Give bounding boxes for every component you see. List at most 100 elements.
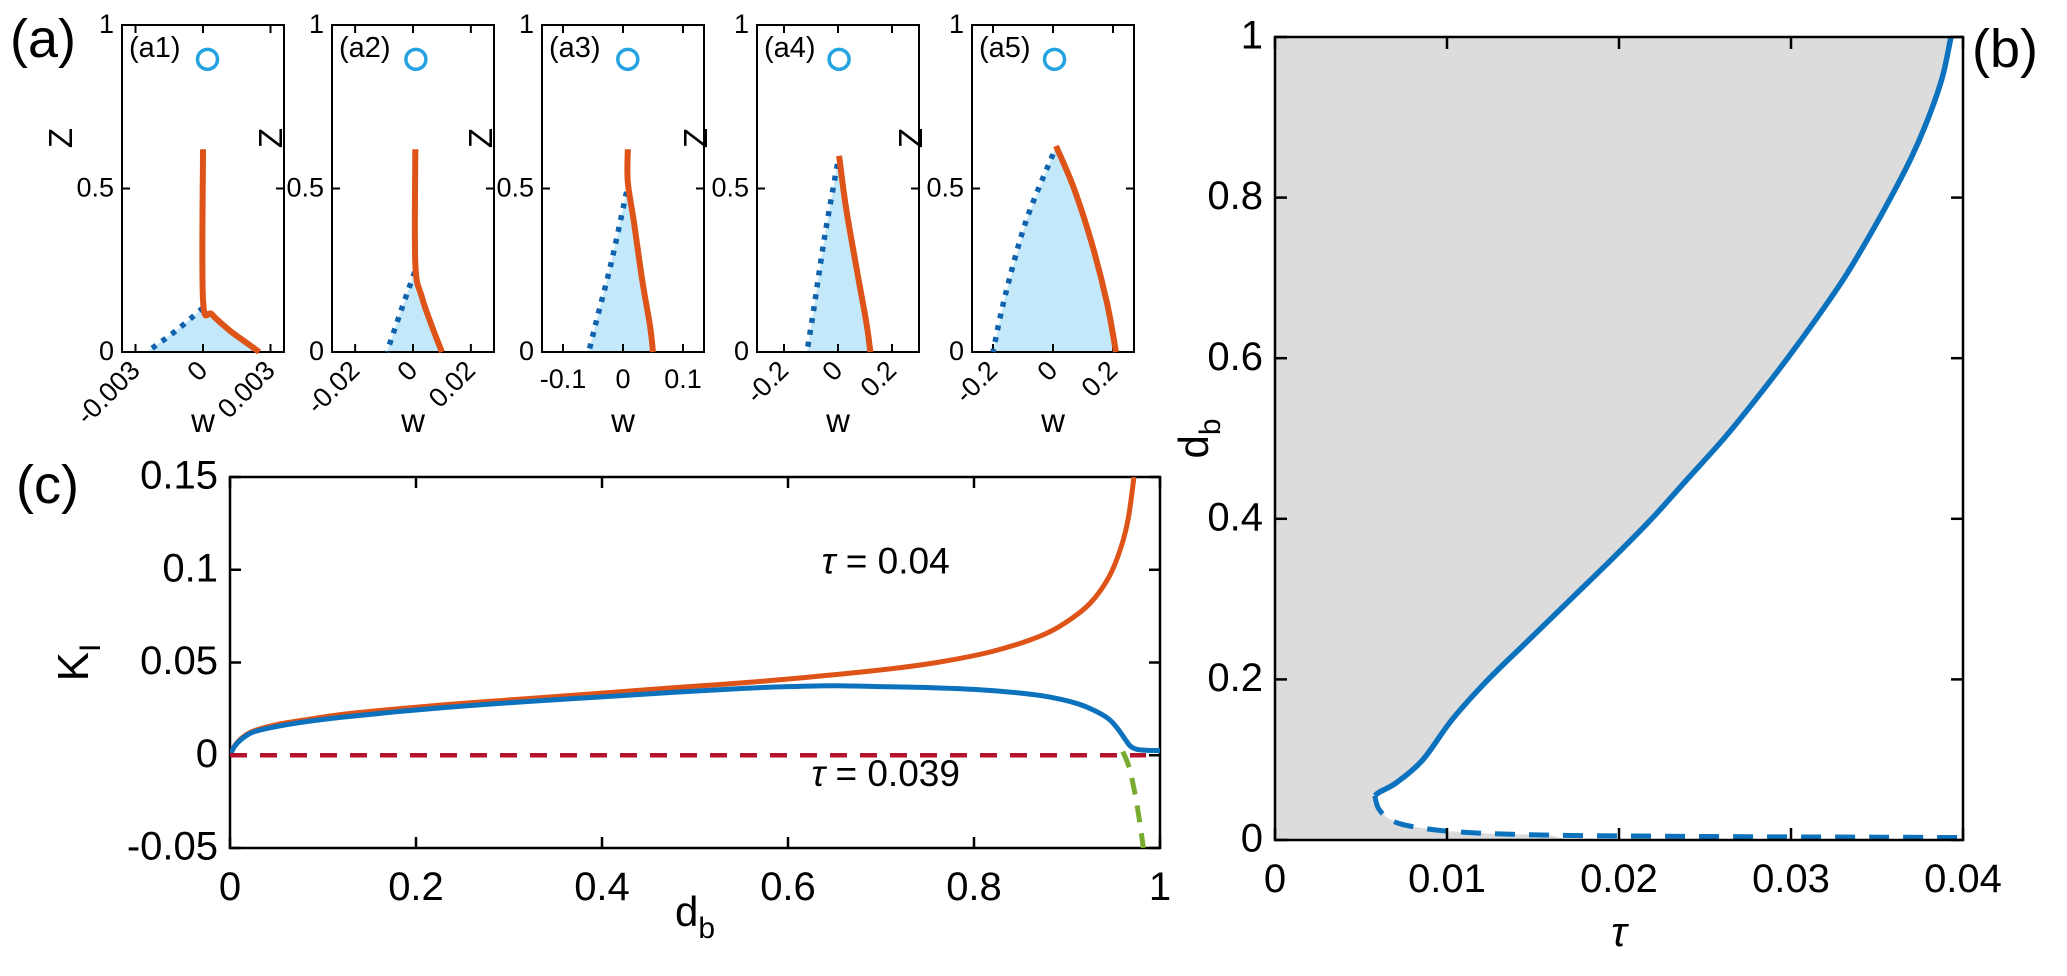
annotation-tau-004: τ = 0.04 — [822, 540, 950, 581]
x-tick-label: 0 — [1031, 355, 1063, 387]
y-tick-label: 1 — [99, 9, 114, 39]
y-axis-label: Z — [42, 128, 79, 148]
annotation-rest: = 0.039 — [825, 753, 960, 794]
y-tick-label: 0.5 — [76, 173, 114, 203]
profile-base-line — [990, 153, 1056, 353]
y-tick-label: 0.2 — [1207, 656, 1263, 700]
x-tick-label: 0.2 — [388, 865, 444, 909]
profile-fill — [806, 155, 871, 352]
x-tick-label: 0.01 — [1408, 857, 1486, 901]
profile-front-line — [411, 149, 445, 354]
x-axis-label: w — [825, 402, 850, 439]
x-tick-label: 0 — [615, 364, 630, 394]
y-axis-label: db — [1170, 418, 1227, 458]
x-axis-label: w — [610, 402, 635, 439]
y-axis-label: KI — [49, 644, 107, 682]
panel-a3: (a3)00.51-0.1 0 0.1wZ — [462, 9, 705, 439]
y-axis-label: Z — [892, 128, 929, 148]
x-axis-label: w — [190, 402, 215, 439]
y-tick-label: 0.6 — [1207, 335, 1263, 379]
y-tick-label: 0.5 — [926, 173, 964, 203]
y-tick-label: 0 — [1241, 817, 1263, 861]
x-tick-label: 0 — [1264, 857, 1286, 901]
y-tick-label: 1 — [949, 9, 964, 39]
panel-label-a: (a) — [10, 9, 76, 69]
panel-a5: (a5)00.51-0.2 0 0.2wZ — [892, 9, 1135, 439]
y-tick-label: 0.5 — [711, 173, 749, 203]
x-axis-label: w — [1040, 402, 1065, 439]
x-tick-label: 1 — [1149, 865, 1171, 909]
profile-base-line — [145, 305, 205, 355]
profile-base-line — [804, 163, 841, 353]
subplot-label: (a4) — [764, 32, 816, 64]
o-marker — [616, 47, 640, 72]
profile-fill — [146, 307, 260, 352]
y-tick-label: 0 — [949, 336, 964, 366]
y-tick-label: 0.1 — [162, 546, 218, 590]
x-tick-label: 0.2 — [1075, 355, 1123, 403]
axis-label-main: d — [1170, 435, 1217, 458]
tau-0039-line — [230, 683, 1160, 757]
o-marker — [195, 47, 220, 72]
axis-label-sub: b — [1194, 418, 1227, 435]
profile-fill — [386, 263, 442, 352]
subplot-label: (a1) — [129, 32, 181, 64]
y-axis-label: Z — [462, 128, 499, 148]
y-tick-label: 0.5 — [496, 173, 534, 203]
axis-label-main: d — [675, 888, 698, 935]
y-tick-label: 0.8 — [1207, 174, 1263, 218]
x-tick-label: 0 — [181, 355, 213, 387]
profile-fill — [588, 181, 653, 352]
x-tick-label: 0.6 — [760, 865, 816, 909]
o-marker — [404, 47, 428, 72]
y-axis-label: Z — [677, 128, 714, 148]
x-axis-label: τ — [1611, 908, 1629, 955]
bistable-region — [1275, 37, 1951, 840]
x-tick-label: 0 — [219, 865, 241, 909]
y-tick-label: 0 — [196, 732, 218, 776]
y-tick-label: 1 — [519, 9, 534, 39]
x-axis-label: db — [675, 888, 715, 945]
panel-label-b: (b) — [1972, 19, 2038, 79]
tau-glyph: τ — [1611, 908, 1629, 955]
o-marker — [827, 47, 851, 72]
annotation-rest: = 0.04 — [835, 540, 949, 581]
axis-label-sub: b — [698, 912, 715, 945]
y-tick-label: 1 — [1241, 14, 1263, 58]
unstable-branch-line — [1372, 795, 1963, 840]
profile-base-line — [384, 270, 418, 353]
y-tick-label: 0 — [99, 336, 114, 366]
x-tick-label: 0.4 — [574, 865, 630, 909]
x-tick-label: 0.003 — [212, 355, 281, 424]
y-tick-label: 0.5 — [286, 173, 324, 203]
tau-glyph: τ — [822, 540, 838, 581]
panel-label-c: (c) — [16, 455, 79, 515]
subplot-label: (a2) — [339, 32, 391, 64]
y-tick-label: 1 — [734, 9, 749, 39]
y-tick-label: 0 — [519, 336, 534, 366]
x-axis-label: w — [400, 402, 425, 439]
profile-front-line — [199, 149, 262, 355]
y-tick-label: 0.15 — [140, 454, 218, 498]
x-tick-label: 0.2 — [854, 355, 902, 403]
axis-label-sub: I — [74, 644, 107, 652]
y-tick-label: 0 — [309, 336, 324, 366]
axis-box — [228, 475, 1162, 850]
x-tick-label: -0.1 — [540, 364, 587, 394]
x-tick-label: 0.8 — [946, 865, 1002, 909]
stable-branch-line — [1372, 37, 1954, 799]
subplot-label: (a3) — [549, 32, 601, 64]
x-tick-label: 0.02 — [423, 355, 481, 413]
x-tick-label: 0.03 — [1752, 857, 1830, 901]
x-tick-label: 0.04 — [1924, 857, 2002, 901]
x-tick-label: 0.02 — [1580, 857, 1658, 901]
unstable-tail-line — [1120, 750, 1146, 848]
x-tick-label: 0 — [391, 355, 423, 387]
y-tick-label: 1 — [309, 9, 324, 39]
axis-label-main: K — [49, 652, 98, 681]
panel-a4: (a4)00.51-0.2 0 0.2wZ — [677, 9, 920, 439]
